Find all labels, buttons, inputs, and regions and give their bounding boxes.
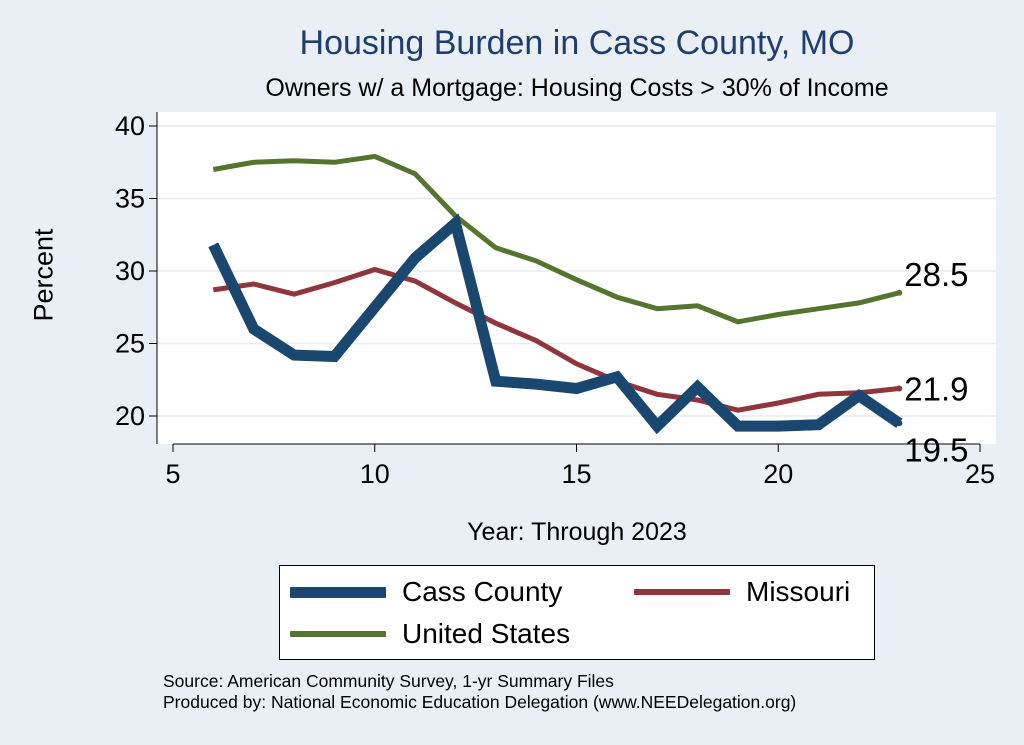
- x-tick-label-15: 15: [561, 459, 591, 489]
- legend: Cass County Missouri United States: [279, 565, 875, 660]
- legend-swatch-united-states: [290, 631, 386, 637]
- legend-label-united-states: United States: [402, 618, 571, 649]
- legend-item-cass-county: Cass County: [290, 576, 562, 608]
- legend-swatch-missouri: [634, 589, 730, 595]
- end-label-united-states: 28.5: [904, 256, 968, 293]
- x-tick-label-5: 5: [165, 459, 180, 489]
- series-line-cass-county: [208, 213, 903, 435]
- end-label-missouri: 21.9: [904, 370, 968, 407]
- x-axis-label: Year: Through 2023: [467, 518, 687, 546]
- legend-label-missouri: Missouri: [746, 576, 851, 607]
- end-point-missouri: [896, 385, 903, 392]
- legend-label-cass-county: Cass County: [402, 576, 563, 607]
- legend-item-united-states: United States: [290, 618, 570, 650]
- chart-subtitle: Owners w/ a Mortgage: Housing Costs > 30…: [265, 74, 889, 102]
- y-tick-label-30: 30: [115, 256, 145, 286]
- source-line: Source: American Community Survey, 1-yr …: [163, 671, 614, 691]
- y-tick-label-35: 35: [115, 184, 145, 214]
- y-axis-label: Percent: [28, 228, 59, 322]
- producer-line: Produced by: National Economic Education…: [163, 692, 797, 712]
- end-point-united-states: [896, 289, 903, 296]
- legend-item-missouri: Missouri: [634, 576, 850, 608]
- y-tick-label-40: 40: [115, 111, 145, 141]
- end-point-cass-county: [896, 420, 903, 427]
- legend-swatch-cass-county: [290, 586, 386, 598]
- end-label-cass-county: 19.5: [904, 431, 968, 468]
- x-tick-label-20: 20: [763, 459, 793, 489]
- series-line-united-states: [212, 153, 900, 325]
- y-tick-label-25: 25: [115, 329, 145, 359]
- y-tick-label-20: 20: [115, 401, 145, 431]
- chart-title: Housing Burden in Cass County, MO: [299, 24, 855, 62]
- x-tick-label-25: 25: [965, 459, 995, 489]
- series-line-missouri: [212, 266, 900, 413]
- source-note: Source: American Community Survey, 1-yr …: [163, 671, 796, 713]
- x-tick-label-10: 10: [360, 459, 390, 489]
